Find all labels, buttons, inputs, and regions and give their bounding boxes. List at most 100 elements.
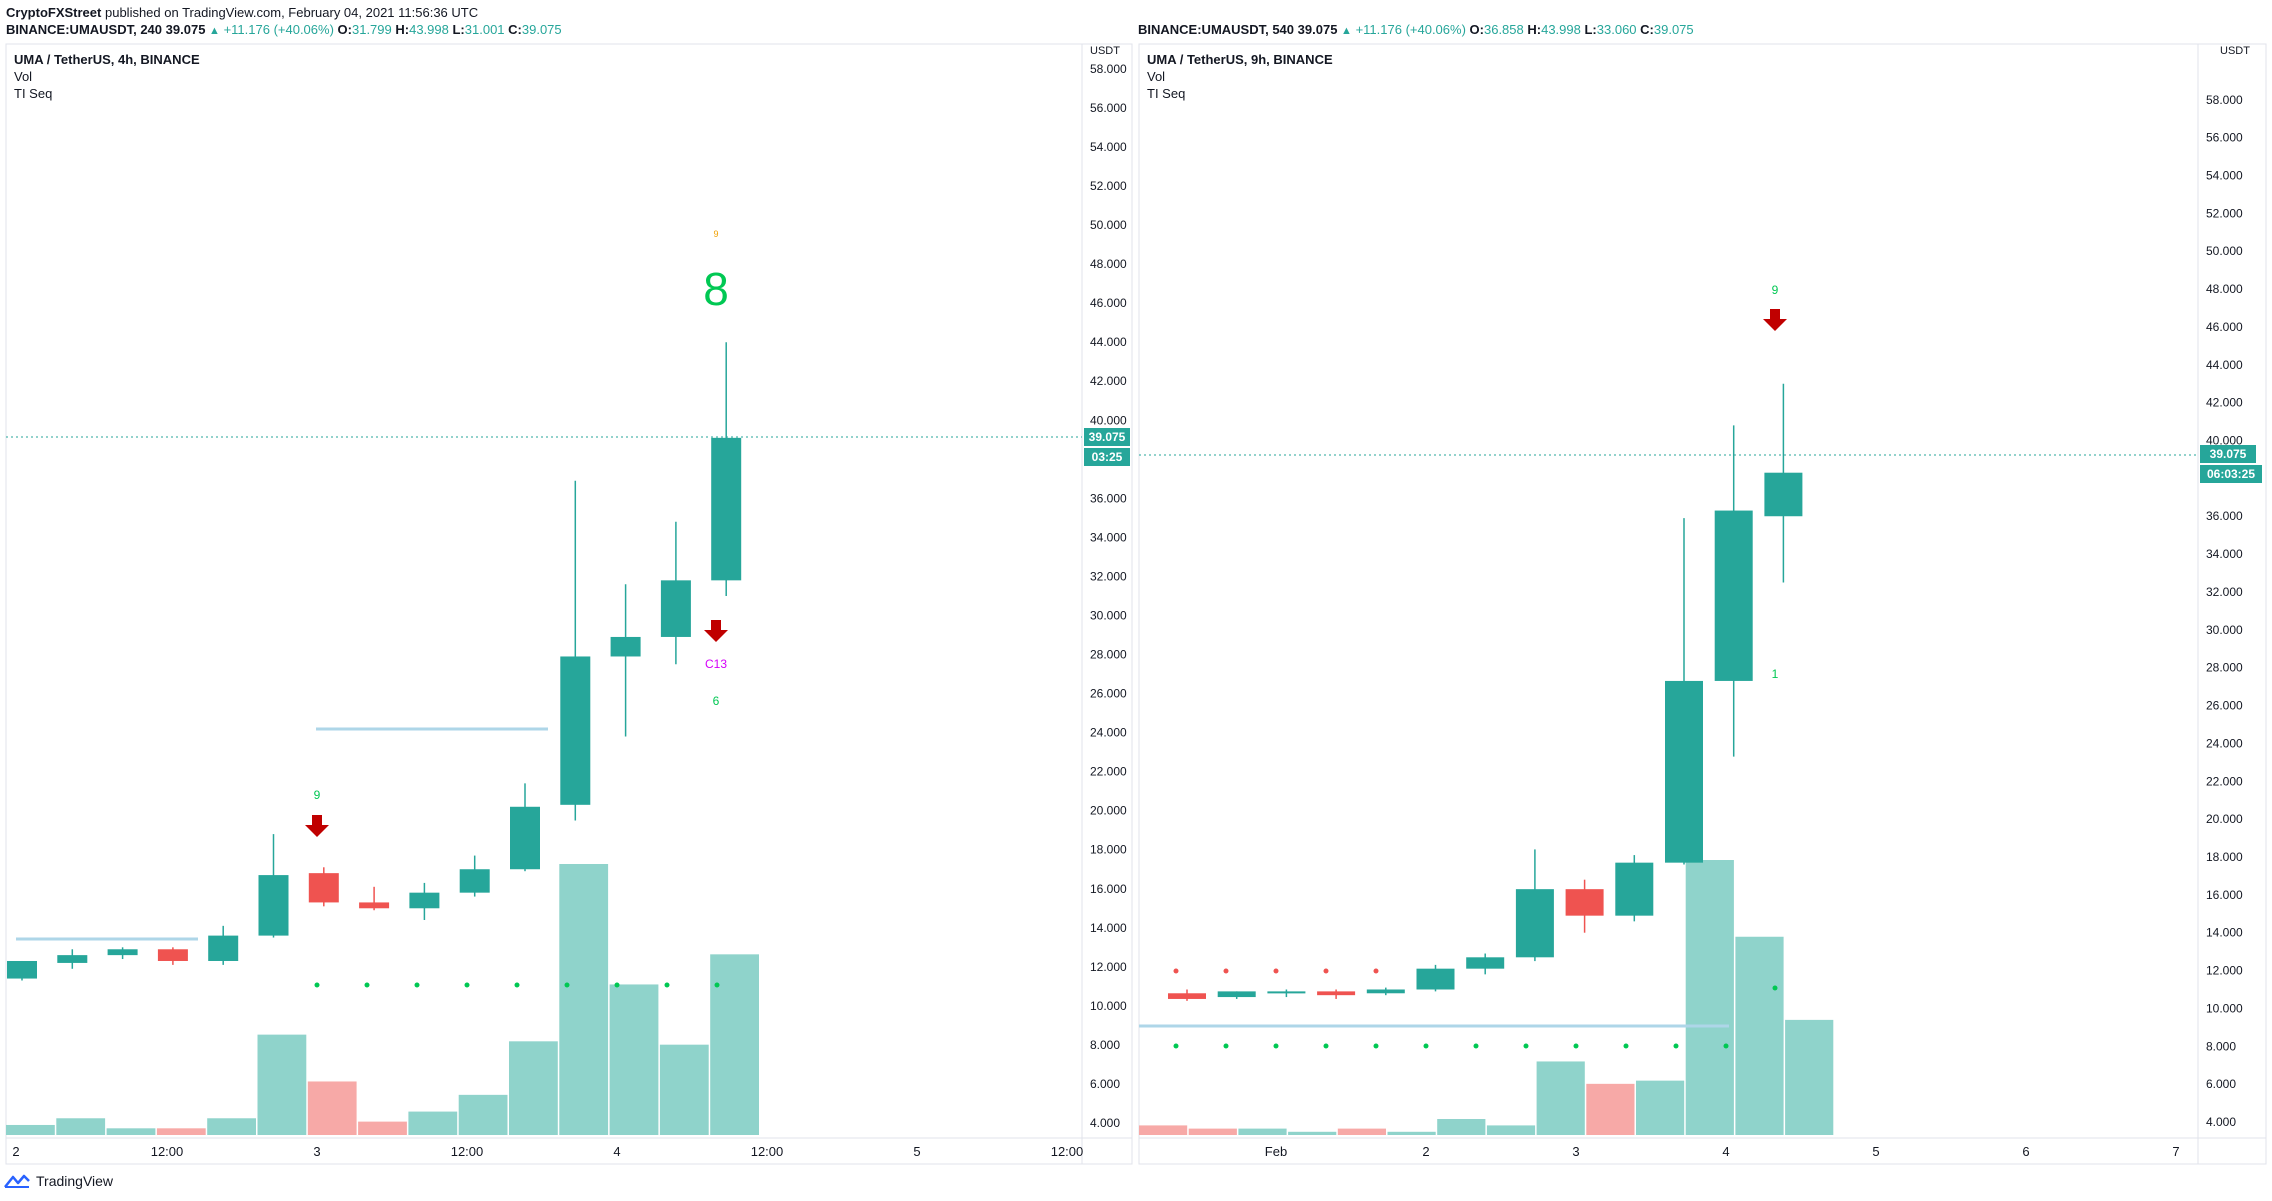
y-tick-label: 54.000 [1090,140,1127,154]
candle-body [107,949,138,956]
y-tick-label: 10.000 [2206,1001,2243,1015]
y-tick-label: 40.000 [1090,413,1127,427]
candle-body [660,580,691,637]
candle-body [459,869,490,893]
seq-dot [1673,1043,1679,1049]
seq-dot [314,982,320,988]
y-tick-label: 24.000 [1090,726,1127,740]
axis-unit-label: USDT [2220,45,2250,57]
legend-item: TI Seq [1147,86,1185,101]
seq-dot [614,982,620,988]
y-tick-label: 22.000 [1090,765,1127,779]
seq-dot [1373,1043,1379,1049]
tradingview-branding[interactable]: TradingView [4,1168,113,1194]
volume-bar [559,864,609,1135]
up-triangle-icon: ▲ [209,25,220,37]
candle-body [7,960,37,979]
y-tick-label: 46.000 [2206,320,2243,334]
close-label: C: [1640,22,1654,37]
last-price: 39.075 [1297,22,1338,37]
close-value: 39.075 [521,22,562,37]
arrow-head [305,825,329,837]
y-tick-label: 20.000 [1090,804,1127,818]
volume-bar [207,1118,256,1135]
close-value: 39.075 [1653,22,1694,37]
legend-item: Vol [1147,69,1165,84]
volume-bar [1636,1080,1685,1135]
candle-body [1764,472,1803,517]
volume-bar [6,1124,55,1135]
x-tick-label: 2 [1422,1144,1429,1159]
x-tick-label: 7 [2172,1144,2179,1159]
seq-dot [1223,968,1229,974]
y-tick-label: 34.000 [1090,530,1127,544]
volume-bar [1486,1125,1536,1135]
seq-count-label: 1 [1772,667,1779,681]
seq-count-label: 9 [314,788,321,802]
volume-bar [1238,1128,1287,1135]
candle-body [1217,991,1256,998]
x-tick-label: 5 [913,1144,920,1159]
volume-bar [1437,1119,1486,1135]
candle-body [1615,862,1654,916]
x-tick-label: 4 [613,1144,620,1159]
y-tick-label: 46.000 [1090,296,1127,310]
y-tick-label: 56.000 [1090,101,1127,115]
last-price-box [1084,428,1130,446]
volume-bar [509,1041,558,1135]
author-name[interactable]: CryptoFXStreet [6,5,102,20]
seq-dot [1573,1043,1579,1049]
seq-dot [1373,968,1379,974]
volume-bar [1586,1083,1635,1135]
seq-dot [714,982,720,988]
y-tick-label: 28.000 [1090,648,1127,662]
y-tick-label: 52.000 [1090,179,1127,193]
seq-dot [364,982,370,988]
y-tick-label: 14.000 [2206,926,2243,940]
seq-dot [1323,968,1329,974]
volume-bar [358,1121,407,1135]
open-label: O: [1469,22,1484,37]
candle-body [359,902,390,909]
volume-bar [1735,936,1784,1135]
volume-bar [106,1128,156,1135]
y-tick-label: 56.000 [2206,131,2243,145]
legend-title: UMA / TetherUS, 9h, BINANCE [1147,52,1333,67]
volume-bar [1536,1061,1585,1135]
open-label: O: [337,22,352,37]
open-value: 31.799 [351,22,392,37]
candle-body [510,806,540,870]
sell-arrow-icon [1763,309,1787,331]
seq-dot [1523,1043,1529,1049]
arrow-shaft [711,620,721,631]
last-price-box [2200,445,2256,463]
y-tick-label: 4.000 [2206,1115,2236,1129]
volume-bar [257,1034,307,1135]
volume-bar [710,954,759,1135]
y-tick-label: 44.000 [1090,335,1127,349]
arrow-shaft [1770,309,1780,320]
candle-body [1168,993,1206,999]
volume-bar [1188,1128,1237,1135]
volume-bar [56,1118,106,1135]
y-tick-label: 40.000 [2206,434,2243,448]
candle-body [258,875,289,936]
countdown-box [1084,448,1130,466]
seq-dot [514,982,520,988]
y-tick-label: 14.000 [1090,921,1127,935]
x-tick-label: 6 [2022,1144,2029,1159]
y-tick-label: 18.000 [1090,843,1127,857]
arrow-head [1763,319,1787,331]
y-tick-label: 42.000 [1090,374,1127,388]
arrow-shaft [312,815,322,826]
low-label: L: [452,22,465,37]
seq-dot [1323,1043,1329,1049]
candle-body [1416,968,1455,990]
y-tick-label: 6.000 [2206,1077,2236,1091]
y-tick-label: 20.000 [2206,812,2243,826]
high-label: H: [395,22,410,37]
ticker-label: BINANCE:UMAUSDT, 540 [1138,22,1295,37]
seq-dot [414,982,420,988]
change-value: +11.176 (+40.06%) [1355,22,1466,37]
